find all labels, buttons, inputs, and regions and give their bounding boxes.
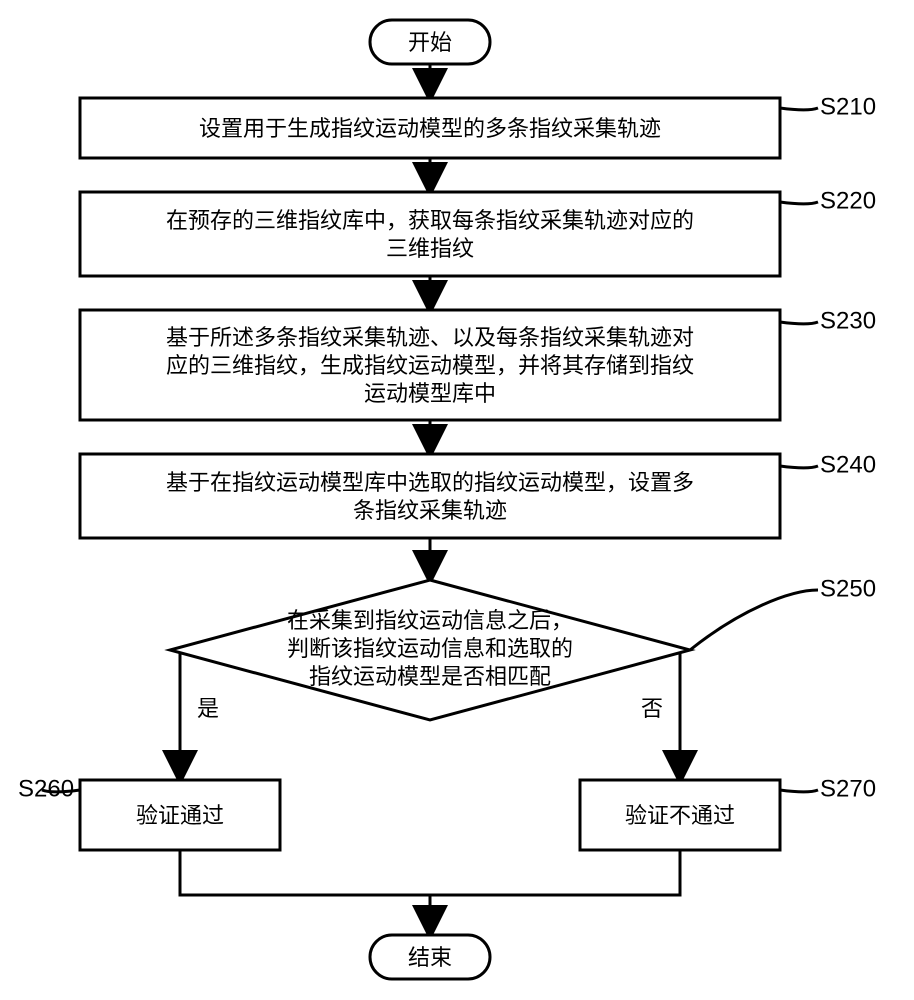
s210-label: S210	[820, 93, 876, 120]
s260-label: S260	[18, 775, 74, 802]
s220-text-line-1: 三维指纹	[386, 236, 474, 261]
s230-text-line-0: 基于所述多条指纹采集轨迹、以及每条指纹采集轨迹对	[166, 325, 694, 350]
s210-text-line-0: 设置用于生成指纹运动模型的多条指纹采集轨迹	[199, 116, 661, 141]
s230-text-line-2: 运动模型库中	[364, 381, 496, 406]
s260-text-line-0: 验证通过	[136, 803, 224, 828]
s220-node	[80, 192, 780, 276]
s270-text-line-0: 验证不通过	[625, 803, 735, 828]
s220-label: S220	[820, 187, 876, 214]
start-text: 开始	[408, 30, 452, 55]
s240-text-line-0: 基于在指纹运动模型库中选取的指纹运动模型，设置多	[166, 470, 694, 495]
s270-label: S270	[820, 775, 876, 802]
end-text: 结束	[408, 945, 452, 970]
s230-text-line-1: 应的三维指纹，生成指纹运动模型，并将其存储到指纹	[166, 353, 694, 378]
s230-label: S230	[820, 307, 876, 334]
s250-label: S250	[820, 575, 876, 602]
s250-text-line-1: 判断该指纹运动信息和选取的	[287, 636, 573, 661]
s240-text-line-1: 条指纹采集轨迹	[353, 498, 507, 523]
branch-yes-label: 是	[197, 696, 219, 721]
s250-text-line-2: 指纹运动模型是否相匹配	[309, 664, 551, 689]
s220-text-line-0: 在预存的三维指纹库中，获取每条指纹采集轨迹对应的	[166, 208, 694, 233]
s240-node	[80, 454, 780, 538]
branch-no-label: 否	[641, 696, 663, 721]
s240-label: S240	[820, 451, 876, 478]
s250-text-line-0: 在采集到指纹运动信息之后，	[287, 608, 573, 633]
